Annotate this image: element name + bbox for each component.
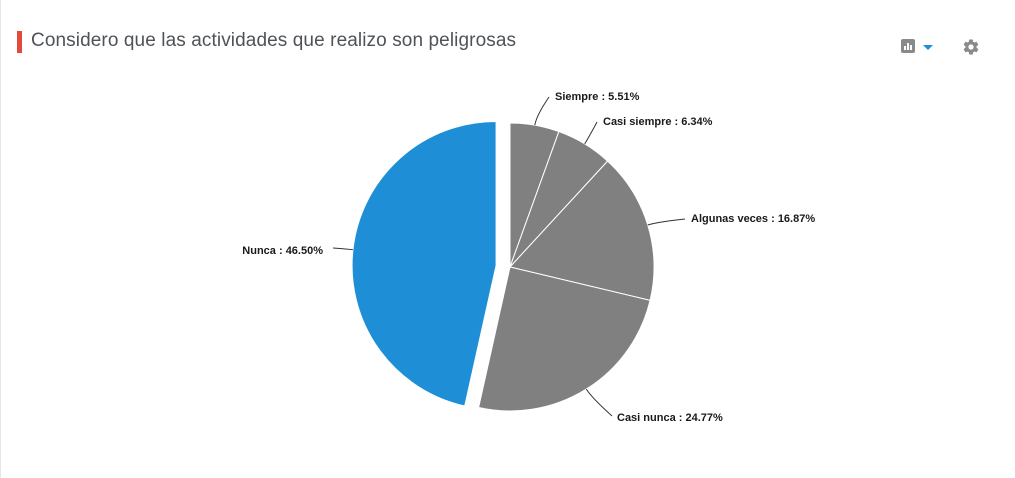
leader-line	[647, 218, 686, 226]
pie-slice-algunas-veces[interactable]	[509, 160, 655, 301]
chart-title: Considero que las actividades que realiz…	[31, 30, 517, 51]
leader-line	[585, 388, 613, 417]
data-label: Nunca : 46.50%	[242, 245, 323, 257]
pie-slice-nunca[interactable]	[351, 120, 497, 407]
title-accent-bar	[17, 31, 22, 53]
chart-type-menu[interactable]	[901, 36, 933, 56]
pie-slice-casi-nunca[interactable]	[478, 266, 651, 412]
gear-icon	[963, 39, 979, 55]
settings-button[interactable]	[962, 37, 980, 57]
chevron-down-icon	[923, 44, 933, 50]
data-label: Casi nunca : 24.77%	[617, 412, 723, 424]
data-label: Siempre : 5.51%	[555, 91, 640, 103]
leader-line	[534, 96, 550, 126]
data-label: Casi siempre : 6.34%	[603, 116, 713, 128]
data-label: Algunas veces : 16.87%	[691, 213, 815, 225]
leader-line	[584, 121, 598, 145]
leader-line	[332, 247, 354, 251]
bar-chart-icon	[901, 39, 915, 53]
